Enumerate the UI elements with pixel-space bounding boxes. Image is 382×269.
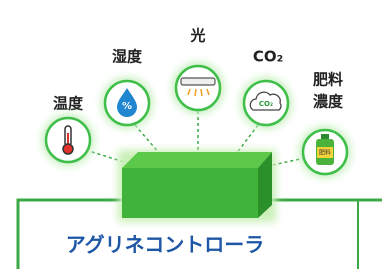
sensor-co2: CO₂ CO₂ [240,48,292,130]
icon-text: % [122,101,132,112]
controller-label: アグリネコントローラ [66,233,265,257]
sensor-label: 濃度 [313,93,344,111]
icon-text: CO₂ [259,100,273,108]
sensor-light: 光 [172,27,224,115]
sensor-temperature: 温度 [42,95,94,167]
sensor-label: 光 [189,27,205,45]
sensor-box [118,150,276,222]
diagram: アグリネコントローラ 温度 湿度 % 光 [0,0,382,269]
icon-text: 肥料 [319,149,331,157]
sensor-label: 肥料 [313,71,343,89]
sensor-label: 温度 [53,95,84,113]
sensor-label: CO₂ [253,48,283,66]
sensor-fertilizer: 肥料 濃度 肥料 [299,71,351,179]
sensor-humidity: 湿度 % [101,48,153,130]
sensor-label: 湿度 [112,48,143,66]
